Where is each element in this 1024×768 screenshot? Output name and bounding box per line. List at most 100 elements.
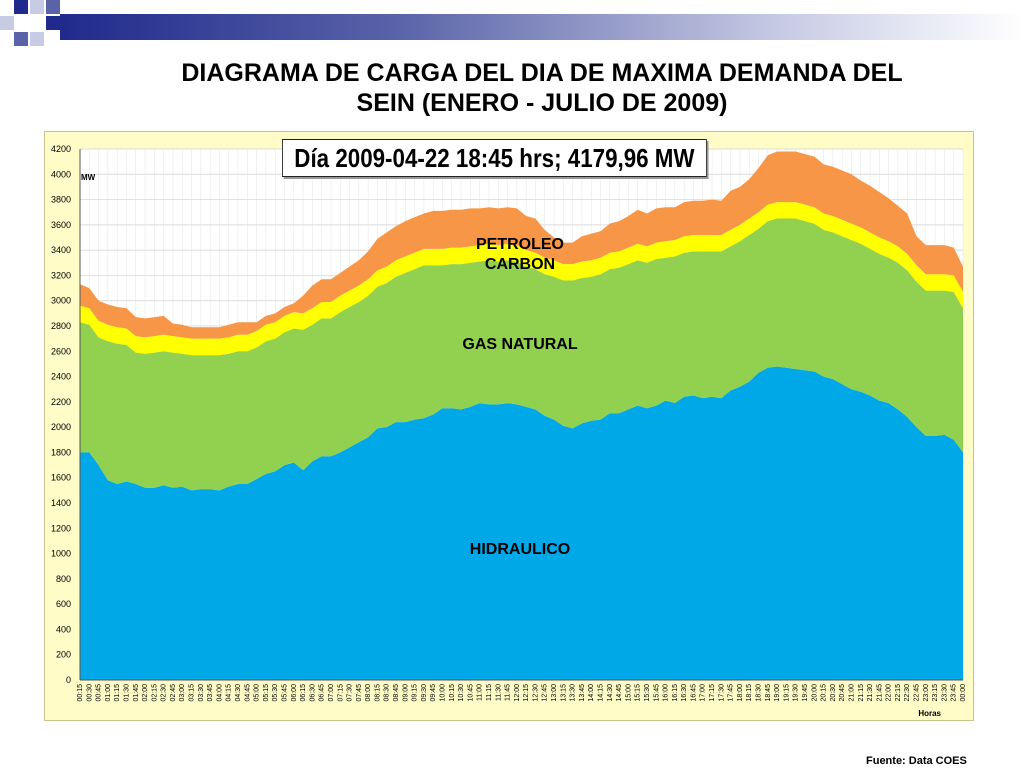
x-tick-label: 14:30 — [607, 684, 614, 702]
y-tick-label: 3400 — [51, 245, 71, 255]
area-annotation-hidraulico: HIDRAULICO — [470, 541, 570, 558]
x-tick-label: 22:45 — [914, 684, 921, 702]
x-tick-label: 11:15 — [486, 684, 493, 701]
area-petroleo — [80, 151, 963, 339]
x-tick-label: 18:15 — [746, 684, 753, 702]
x-tick-label: 07:45 — [356, 684, 363, 702]
y-tick-label: 2000 — [51, 422, 71, 432]
x-tick-label: 02:45 — [170, 684, 177, 702]
y-tick-label: 400 — [56, 624, 71, 634]
x-tick-label: 09:00 — [402, 684, 409, 702]
x-tick-label: 16:00 — [663, 684, 670, 702]
y-tick-label: 800 — [56, 574, 71, 584]
page-title: DIAGRAMA DE CARGA DEL DIA DE MAXIMA DEMA… — [60, 58, 1024, 118]
x-tick-label: 01:15 — [114, 684, 121, 702]
deco-square — [46, 0, 60, 14]
x-tick-label: 08:30 — [384, 684, 391, 702]
x-tick-label: 06:45 — [319, 684, 326, 702]
x-tick-label: 01:00 — [105, 684, 112, 702]
y-tick-label: 2800 — [51, 321, 71, 331]
x-tick-label: 03:30 — [198, 684, 205, 702]
deco-square — [30, 0, 44, 14]
x-tick-label: 01:30 — [123, 684, 130, 702]
x-tick-label: 16:30 — [681, 684, 688, 702]
header-gradient-bar — [60, 14, 1024, 40]
x-tick-label: 04:45 — [244, 684, 251, 702]
x-tick-label: 18:45 — [765, 684, 772, 702]
x-tick-label: 05:15 — [263, 684, 270, 702]
source-note: Fuente: Data COES — [866, 755, 967, 767]
x-tick-label: 03:00 — [179, 684, 186, 702]
y-tick-label: 1600 — [51, 473, 71, 483]
x-tick-label: 23:30 — [941, 684, 948, 702]
x-tick-label: 22:00 — [886, 684, 893, 702]
x-tick-label: 19:45 — [802, 684, 809, 702]
x-tick-label: 12:30 — [532, 684, 539, 702]
x-tick-label: 16:15 — [672, 684, 679, 702]
x-tick-label: 22:15 — [895, 684, 902, 702]
x-tick-label: 11:30 — [495, 684, 502, 701]
x-tick-label: 17:00 — [700, 684, 707, 702]
x-tick-label: 23:45 — [951, 684, 958, 702]
x-tick-label: 12:00 — [514, 684, 521, 702]
y-tick-label: 2200 — [51, 397, 71, 407]
x-tick-label: 10:45 — [467, 684, 474, 702]
x-tick-label: 17:15 — [709, 684, 716, 702]
y-tick-label: 200 — [56, 650, 71, 660]
x-tick-label: 19:00 — [774, 684, 781, 702]
x-tick-label: 10:30 — [458, 684, 465, 702]
deco-square — [30, 32, 44, 46]
area-carbon — [80, 202, 963, 356]
x-tick-label: 16:45 — [690, 684, 697, 702]
x-tick-label: 13:00 — [551, 684, 558, 702]
x-tick-label: 03:15 — [189, 684, 196, 702]
y-tick-label: 1200 — [51, 523, 71, 533]
deco-square — [14, 32, 28, 46]
area-annotation-carbon: CARBON — [485, 256, 555, 273]
x-tick-label: 02:30 — [161, 684, 168, 702]
x-tick-label: 04:15 — [226, 684, 233, 702]
x-tick-label: 15:00 — [625, 684, 632, 702]
area-hidraulico — [80, 366, 963, 680]
x-tick-label: 00:15 — [77, 684, 84, 702]
x-axis-label: Horas — [918, 709, 941, 718]
x-tick-label: 13:30 — [570, 684, 577, 702]
x-tick-label: 20:00 — [811, 684, 818, 702]
x-tick-label: 07:30 — [347, 684, 354, 702]
y-tick-label: 600 — [56, 599, 71, 609]
deco-square — [14, 16, 28, 30]
header-decoration — [0, 0, 1024, 50]
y-tick-label: 1400 — [51, 498, 71, 508]
x-tick-label: 21:45 — [876, 684, 883, 702]
x-tick-label: 21:30 — [867, 684, 874, 702]
area-annotation-gas-natural: GAS NATURAL — [462, 336, 577, 353]
x-tick-label: 09:15 — [412, 684, 419, 702]
x-tick-label: 02:00 — [142, 684, 149, 702]
peak-callout: Día 2009-04-22 18:45 hrs; 4179,96 MW — [282, 139, 707, 177]
y-tick-label: 3200 — [51, 270, 71, 280]
x-tick-label: 10:00 — [439, 684, 446, 702]
x-tick-label: 18:00 — [737, 684, 744, 702]
x-tick-label: 00:30 — [86, 684, 93, 702]
deco-square — [14, 0, 28, 14]
x-tick-label: 21:15 — [858, 684, 865, 702]
x-tick-label: 22:30 — [904, 684, 911, 702]
y-tick-label: 2400 — [51, 372, 71, 382]
x-tick-label: 19:30 — [793, 684, 800, 702]
area-annotation-petroleo: PETROLEO — [476, 236, 564, 253]
x-tick-label: 17:30 — [718, 684, 725, 702]
x-tick-label: 09:30 — [421, 684, 428, 702]
x-tick-label: 13:45 — [579, 684, 586, 702]
x-tick-label: 15:30 — [644, 684, 651, 702]
x-tick-label: 00:45 — [96, 684, 103, 702]
y-tick-label: 4200 — [51, 144, 71, 154]
x-tick-label: 09:45 — [430, 684, 437, 702]
x-tick-label: 06:15 — [300, 684, 307, 702]
x-tick-label: 14:00 — [588, 684, 595, 702]
x-tick-label: 11:00 — [477, 684, 484, 701]
x-tick-label: 13:15 — [560, 684, 567, 702]
x-tick-label: 20:30 — [830, 684, 837, 702]
x-tick-label: 04:00 — [216, 684, 223, 702]
x-tick-label: 05:30 — [272, 684, 279, 702]
x-tick-label: 01:45 — [133, 684, 140, 702]
